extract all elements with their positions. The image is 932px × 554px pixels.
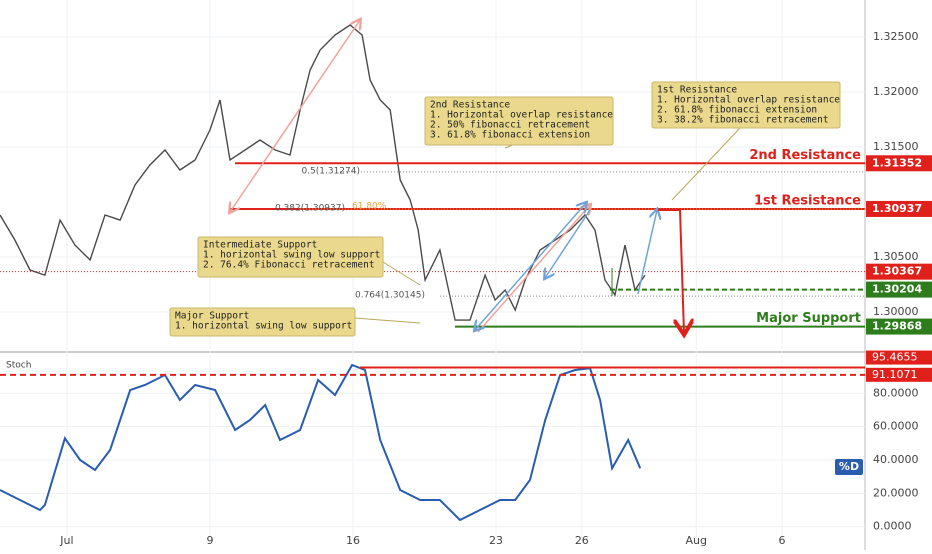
note-pointer [382, 261, 421, 286]
series-badge-label: %D [839, 460, 859, 473]
y-tick-label: 40.0000 [873, 453, 919, 466]
x-tick-label: Aug [685, 534, 706, 547]
annotation-line: Intermediate Support [203, 240, 317, 251]
level-value-label: 95.4655 [872, 351, 918, 364]
y-tick-label: 20.0000 [873, 486, 919, 499]
x-tick-label: Jul [59, 534, 73, 547]
level-name: Major Support [756, 311, 861, 326]
level-value-label: 1.30204 [872, 283, 922, 296]
level-value-label: 91.1071 [872, 368, 918, 381]
y-tick-label: 1.31500 [873, 140, 919, 153]
annotation-box [424, 96, 614, 146]
annotation-line: 1. Horizontal overlap resistance [430, 110, 613, 121]
y-tick-label: 0.0000 [873, 520, 912, 533]
note-pointer [354, 317, 421, 324]
fib-label: 0.5(1.31274) [301, 166, 360, 176]
fib-extension-label: 61.80% [352, 201, 387, 211]
level-label-box [866, 350, 932, 365]
x-tick-label: 16 [346, 534, 360, 547]
level-label-box [866, 367, 932, 382]
projection-arrow [637, 210, 657, 295]
series-badge [835, 459, 863, 475]
level-name: 2nd Resistance [749, 148, 861, 163]
level-value-label: 1.30367 [872, 265, 922, 278]
annotation-line: 2. 61.8% fibonacci extension [657, 105, 817, 116]
fib-arrow [230, 20, 360, 212]
level-value-label: 1.29868 [872, 320, 922, 333]
annotation-line: 1st Resistance [657, 85, 737, 96]
y-tick-label: 1.30500 [873, 250, 919, 263]
x-tick-label: 6 [779, 534, 786, 547]
note-pointer [671, 127, 741, 201]
annotation-line: 3. 38.2% fibonacci retracement [657, 115, 829, 126]
annotation-line: Major Support [175, 311, 249, 322]
level-value-label: 1.31352 [872, 156, 922, 169]
level-label-box [866, 263, 932, 280]
annotation-line: 2. 50% fibonacci retracement [430, 120, 590, 131]
level-name: 1st Resistance [754, 193, 861, 208]
annotation-line: 1. horizontal swing low support [203, 250, 380, 261]
level-label-box [866, 318, 932, 335]
projection-arrow [658, 209, 684, 333]
level-label-box [866, 155, 932, 172]
y-tick-label: 1.30000 [873, 305, 919, 318]
fib-label: 0.382(1.30937) [275, 203, 345, 213]
pane-title: Stoch [6, 361, 31, 371]
y-tick-label: 80.0000 [873, 386, 919, 399]
annotation-line: 2nd Resistance [430, 100, 510, 111]
stoch-line [0, 363, 642, 522]
level-value-label: 1.30937 [872, 202, 922, 215]
y-tick-label: 60.0000 [873, 420, 919, 433]
y-tick-label: 1.32500 [873, 30, 919, 43]
level-label-box [866, 200, 932, 217]
level-label-box [866, 281, 932, 298]
x-tick-label: 26 [575, 534, 589, 547]
annotation-box [651, 81, 841, 129]
x-tick-label: 9 [206, 534, 213, 547]
annotation-box [197, 236, 384, 278]
annotation-line: 1. horizontal swing low support [175, 321, 352, 332]
x-tick-label: 23 [489, 534, 503, 547]
extension-arrow [545, 209, 591, 278]
annotation-box [169, 307, 356, 337]
y-tick-label: 1.32000 [873, 85, 919, 98]
fib-label: 0.764(1.30145) [355, 291, 425, 301]
annotation-line: 2. 76.4% Fibonacci retracement [203, 260, 375, 271]
extension-arrow [475, 203, 586, 330]
annotation-line: 3. 61.8% fibonacci extension [430, 130, 590, 141]
annotation-line: 1. Horizontal overlap resistance [657, 95, 840, 106]
